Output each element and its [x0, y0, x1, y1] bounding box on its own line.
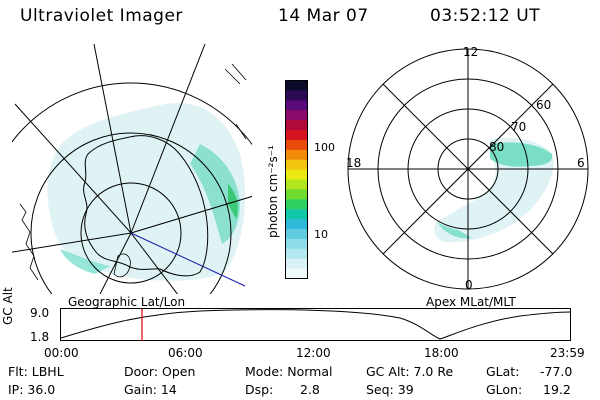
left-panel-caption: Geographic Lat/Lon	[68, 295, 186, 309]
gc-alt-info: GC Alt: 7.0 Re	[366, 364, 454, 379]
image-time: 03:52:12 UT	[430, 6, 541, 26]
mode-info: Mode: Normal	[245, 364, 333, 379]
seq-info: Seq: 39	[366, 382, 414, 397]
glat-value: -77.0	[540, 364, 573, 379]
colorbar-segment	[285, 189, 308, 200]
colorbar-tick-10: 10	[314, 228, 328, 241]
colorbar-segment	[285, 159, 308, 170]
altitude-axis-label: GC Alt	[1, 287, 15, 325]
time-tick-1200: 12:00	[296, 346, 331, 360]
dsp-label: Dsp:	[245, 382, 274, 397]
instrument-title: Ultraviolet Imager	[20, 6, 183, 26]
ip-info: IP: 36.0	[8, 382, 56, 397]
aurora-band-left	[190, 144, 240, 244]
altitude-tick-max: 9.0	[30, 306, 50, 320]
colorbar-segment	[285, 179, 308, 190]
colorbar-segment	[285, 229, 308, 240]
altitude-timeline	[60, 308, 571, 341]
colorbar-segment	[285, 219, 308, 230]
colorbar-segment	[285, 90, 308, 101]
right-panel-caption: Apex MLat/MLT	[426, 295, 516, 309]
colorbar-tick-100: 100	[314, 141, 335, 154]
time-tick-1800: 18:00	[424, 346, 459, 360]
time-tick-2359: 23:59	[550, 346, 585, 360]
door-info: Door: Open	[124, 364, 196, 379]
lat-label-80: 80	[489, 140, 505, 154]
colorbar-segment	[285, 248, 308, 259]
image-date: 14 Mar 07	[278, 6, 369, 26]
glon-value: 19.2	[543, 382, 571, 397]
colorbar-segment	[285, 258, 308, 269]
mlt-label-0: 0	[465, 278, 473, 292]
colorbar-segment	[285, 80, 308, 91]
altitude-tick-min: 1.8	[30, 330, 50, 344]
colorbar-segment	[285, 238, 308, 250]
flt-info: Flt: LBHL	[8, 364, 64, 379]
colorbar-segment	[285, 149, 308, 160]
geographic-map	[12, 44, 252, 294]
glat-label: GLat:	[486, 364, 520, 379]
colorbar-segment	[285, 169, 308, 180]
mlt-label-18: 18	[346, 156, 362, 170]
colorbar-segment	[285, 120, 308, 131]
colorbar-segment	[285, 110, 308, 121]
gain-info: Gain: 14	[124, 382, 177, 397]
mlt-label-6: 6	[577, 156, 585, 170]
time-tick-0000: 00:00	[44, 346, 79, 360]
color-scale-bar	[285, 80, 308, 279]
colorbar-segment	[285, 199, 308, 210]
altitude-curve	[60, 309, 571, 340]
colorbar-segment	[285, 209, 308, 220]
time-tick-0600: 06:00	[168, 346, 203, 360]
colorbar-segment	[285, 268, 308, 279]
lat-label-70: 70	[511, 120, 527, 134]
glon-label: GLon:	[486, 382, 523, 397]
lat-label-60: 60	[536, 98, 552, 112]
colorbar-segment	[285, 130, 308, 141]
colorbar-segment	[285, 100, 308, 111]
colorbar-unit: photon cm⁻²s⁻¹	[266, 145, 280, 238]
coastline	[83, 135, 209, 277]
magnetic-polar-plot	[347, 48, 589, 290]
dsp-value: 2.8	[300, 382, 320, 397]
colorbar-segment	[285, 139, 308, 151]
mlt-label-12: 12	[463, 45, 479, 59]
